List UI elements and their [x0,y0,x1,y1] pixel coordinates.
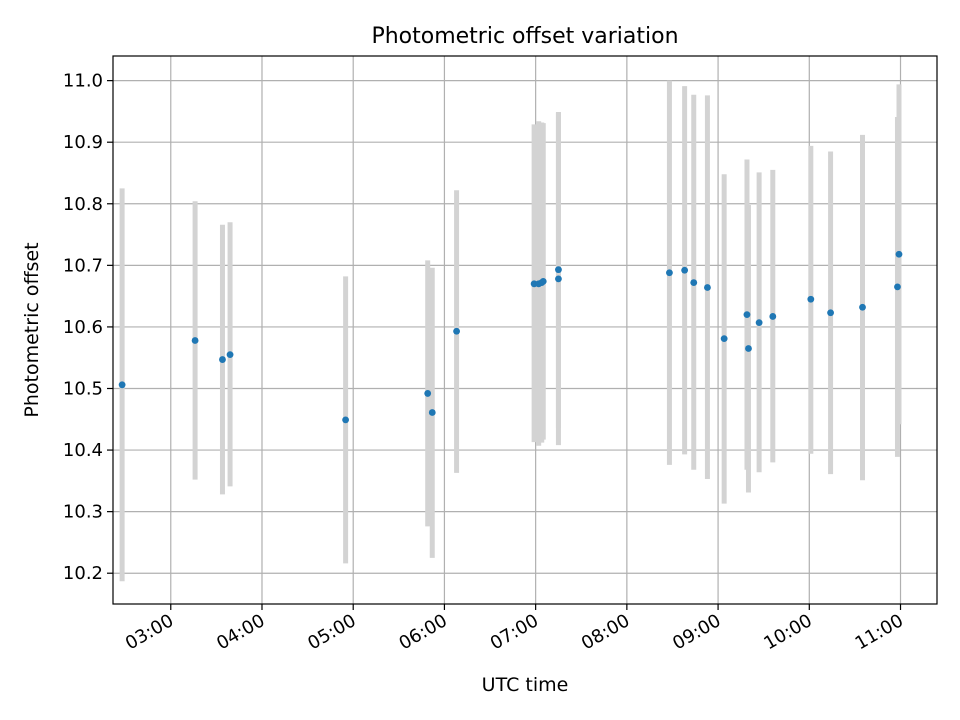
data-point [859,303,866,311]
chart-title: Photometric offset variation [371,24,678,49]
x-tick-label: 06:00 [395,610,450,654]
data-point [226,351,234,359]
y-tick-label: 10.2 [63,563,103,584]
data-point [690,279,698,286]
data-point [555,266,562,274]
data-point [769,313,777,320]
data-point [539,277,547,285]
data-point [453,327,460,335]
x-tick-label: 05:00 [304,610,359,654]
x-axis-label: UTC time [482,674,569,696]
data-point [720,335,728,343]
y-tick-label: 10.3 [63,502,103,523]
x-tick-label: 08:00 [578,610,633,654]
data-point [704,284,711,291]
data-point [555,275,562,283]
x-tick-label: 11:00 [852,610,907,654]
x-tick-label: 07:00 [487,610,542,654]
data-point [894,283,901,291]
grid-layer [113,56,937,604]
data-point [681,266,689,274]
x-tick-label: 10:00 [760,610,815,654]
x-tick-label: 03:00 [122,610,177,654]
y-tick-label: 11.0 [63,71,103,92]
data-point [755,319,763,327]
y-axis-label: Photometric offset [21,242,43,417]
y-tick-label: 10.7 [63,255,103,276]
data-point [191,337,199,344]
errorbar-layer [119,80,902,582]
x-tick-label: 09:00 [669,610,724,654]
data-point [827,309,834,317]
data-point [745,345,752,352]
data-point [342,416,350,424]
y-tick-label: 10.5 [63,378,103,399]
data-point [118,381,126,389]
data-point [666,269,673,277]
plot-frame [112,55,938,605]
data-point [219,356,226,363]
y-tick-label: 10.6 [63,317,103,338]
y-tick-label: 10.9 [63,132,103,153]
x-tick-label: 04:00 [213,610,268,654]
data-point [895,250,903,258]
y-tick-label: 10.8 [63,194,103,215]
data-point [743,311,751,319]
data-point [807,295,815,303]
tick-layer: 03:00 04:00 05:00 06:00 07:00 08:00 09:00 10:00… [63,71,907,655]
y-tick-label: 10.4 [63,440,103,461]
data-point [424,390,432,397]
data-point [428,409,436,416]
point-layer [118,250,903,424]
